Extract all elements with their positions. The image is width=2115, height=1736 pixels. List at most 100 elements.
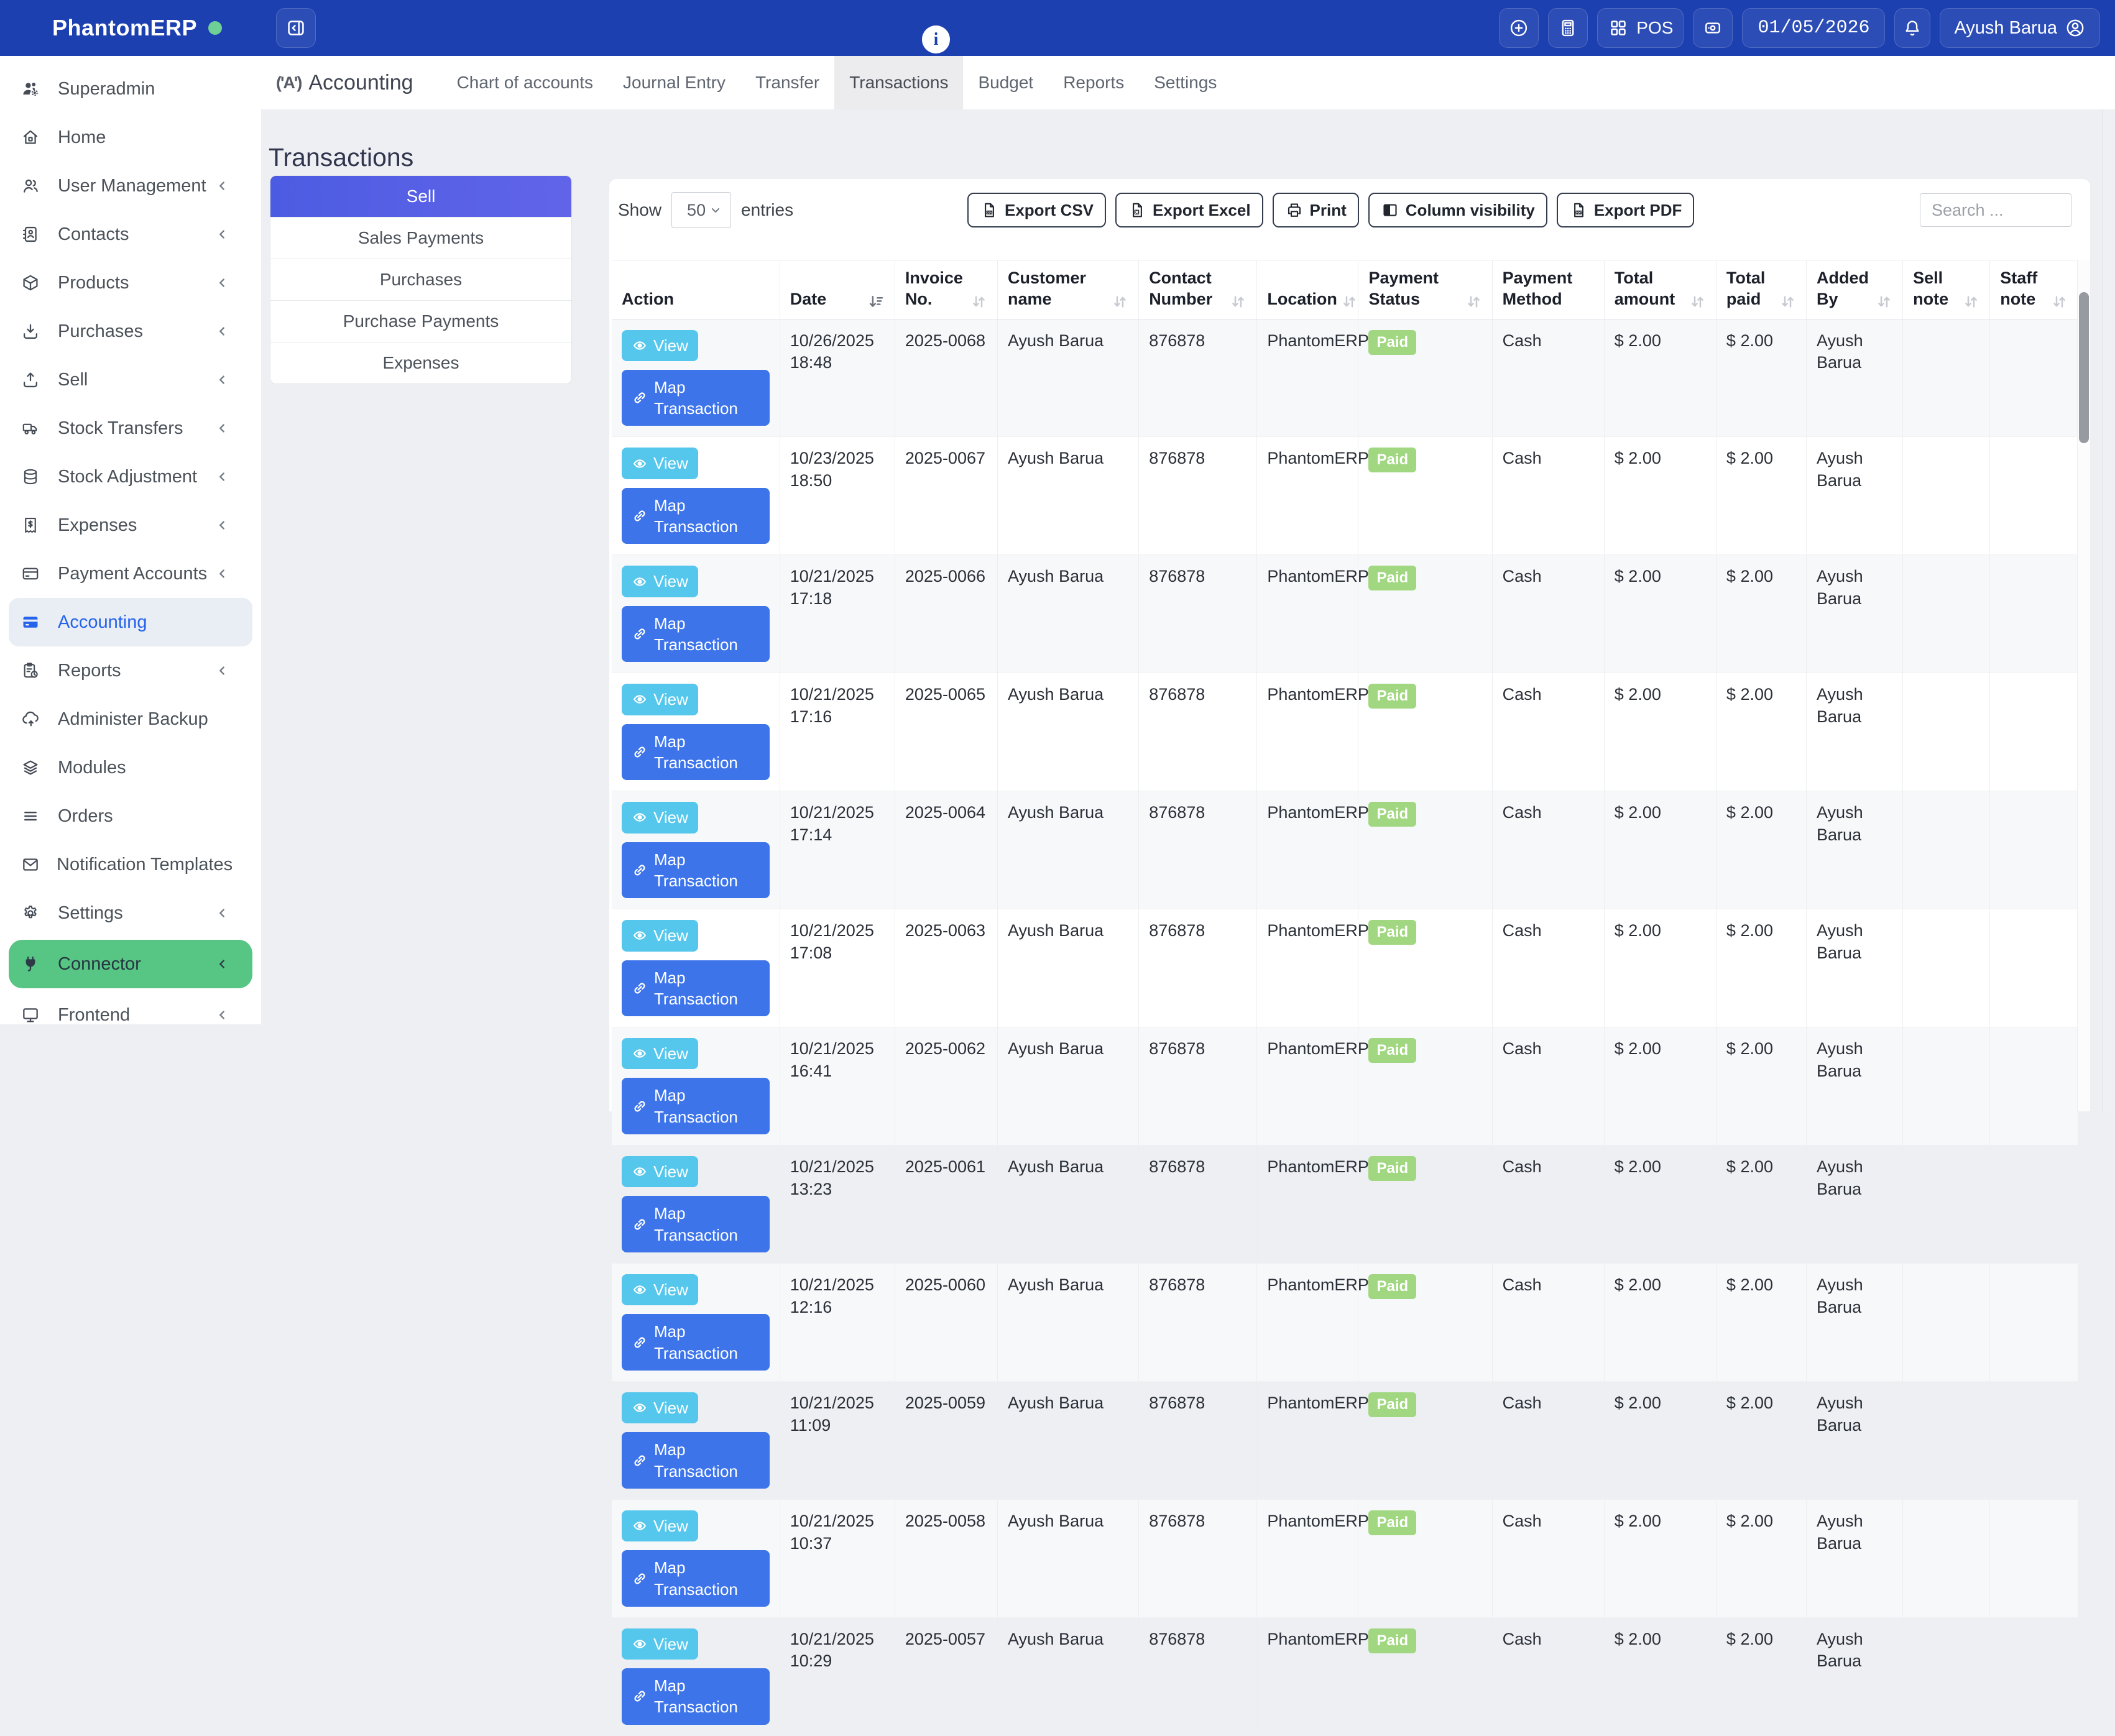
export-pdf-button[interactable]: Export PDF <box>1557 193 1695 227</box>
map-transaction-button[interactable]: Map Transaction <box>622 724 770 781</box>
column-header-staff-note[interactable]: Staff note <box>1990 260 2078 319</box>
cell-payment-status: Paid <box>1358 1617 1492 1735</box>
sidebar-item-notification-templates[interactable]: Notification Templates <box>0 840 261 889</box>
table-scrollbar-track[interactable] <box>2077 260 2090 1111</box>
search-input[interactable] <box>1930 200 2061 221</box>
sidebar-item-user-management[interactable]: User Management <box>0 162 261 210</box>
sidebar-item-purchases[interactable]: Purchases <box>0 307 261 356</box>
sidebar-collapse-button[interactable] <box>276 8 316 48</box>
sidebar-item-payment-accounts[interactable]: Payment Accounts <box>0 549 261 598</box>
map-transaction-button[interactable]: Map Transaction <box>622 1668 770 1725</box>
column-header-invoice-no[interactable]: Invoice No. <box>895 260 997 319</box>
map-transaction-button[interactable]: Map Transaction <box>622 1550 770 1607</box>
submenu-item-sales-payments[interactable]: Sales Payments <box>270 217 571 259</box>
column-header-total-paid[interactable]: Total paid <box>1716 260 1806 319</box>
view-button[interactable]: View <box>622 1038 698 1069</box>
column-header-location[interactable]: Location <box>1257 260 1358 319</box>
column-header-customer-name[interactable]: Customer name <box>998 260 1139 319</box>
sidebar-item-accounting[interactable]: Accounting <box>9 598 252 646</box>
sidebar-item-expenses[interactable]: Expenses <box>0 501 261 549</box>
print-button[interactable]: Print <box>1273 193 1359 227</box>
column-visibility-button[interactable]: Column visibility <box>1368 193 1547 227</box>
cell-payment-status: Paid <box>1358 1499 1492 1617</box>
user-menu-button[interactable]: Ayush Barua <box>1940 8 2100 48</box>
map-transaction-button[interactable]: Map Transaction <box>622 1432 770 1489</box>
accounting-card-icon <box>21 612 42 632</box>
column-header-contact-number[interactable]: Contact Number <box>1139 260 1257 319</box>
view-button[interactable]: View <box>622 1392 698 1423</box>
map-transaction-button[interactable]: Map Transaction <box>622 488 770 544</box>
column-header-sell-note[interactable]: Sell note <box>1903 260 1990 319</box>
sidebar-item-connector[interactable]: Connector <box>9 940 252 988</box>
transactions-table: Action Date Invoice No. Customer name Co… <box>612 260 2078 1736</box>
sidebar-item-settings[interactable]: Settings <box>0 889 261 937</box>
view-button[interactable]: View <box>622 1274 698 1305</box>
address-book-icon <box>21 224 42 244</box>
view-button[interactable]: View <box>622 802 698 833</box>
sidebar-item-contacts[interactable]: Contacts <box>0 210 261 259</box>
view-button[interactable]: View <box>622 684 698 715</box>
tab-settings[interactable]: Settings <box>1139 56 1232 109</box>
brand-name: PhantomERP <box>52 15 197 41</box>
cell-total-amount: $ 2.00 <box>1604 791 1716 909</box>
sidebar-item-modules[interactable]: Modules <box>0 743 261 792</box>
tab-transfer[interactable]: Transfer <box>740 56 834 109</box>
view-button[interactable]: View <box>622 448 698 479</box>
sidebar-item-administer-backup[interactable]: Administer Backup <box>0 695 261 743</box>
export-excel-button[interactable]: Export Excel <box>1115 193 1263 227</box>
submenu-item-purchases[interactable]: Purchases <box>270 259 571 300</box>
sidebar-item-home[interactable]: Home <box>0 113 261 162</box>
tab-reports[interactable]: Reports <box>1048 56 1139 109</box>
eye-icon <box>632 1164 648 1180</box>
sidebar-item-stock-transfers[interactable]: Stock Transfers <box>0 404 261 452</box>
map-transaction-button[interactable]: Map Transaction <box>622 606 770 663</box>
info-button[interactable]: i <box>922 25 950 53</box>
top-bar: PhantomERP i POS 01/05/2026 Ayush Barua <box>0 0 2115 56</box>
view-button[interactable]: View <box>622 566 698 597</box>
entries-per-page-select[interactable]: 50 <box>671 192 731 228</box>
export-csv-button[interactable]: Export CSV <box>967 193 1106 227</box>
sidebar-item-frontend[interactable]: Frontend <box>0 991 261 1039</box>
view-button[interactable]: View <box>622 920 698 951</box>
map-transaction-button[interactable]: Map Transaction <box>622 1314 770 1371</box>
sidebar-item-superadmin[interactable]: Superadmin <box>0 65 261 113</box>
view-button[interactable]: View <box>622 330 698 361</box>
sidebar-item-stock-adjustment[interactable]: Stock Adjustment <box>0 452 261 501</box>
map-transaction-button[interactable]: Map Transaction <box>622 842 770 899</box>
pos-button[interactable]: POS <box>1597 8 1684 48</box>
tab-journal-entry[interactable]: Journal Entry <box>608 56 740 109</box>
sidebar-item-sell[interactable]: Sell <box>0 356 261 404</box>
map-transaction-button[interactable]: Map Transaction <box>622 370 770 426</box>
cell-customer-name: Ayush Barua <box>998 319 1139 437</box>
cash-register-button[interactable] <box>1693 8 1733 48</box>
view-button[interactable]: View <box>622 1510 698 1541</box>
table-scrollbar-thumb[interactable] <box>2079 292 2089 443</box>
add-button[interactable] <box>1499 8 1539 48</box>
page-scrollbar-track[interactable] <box>2102 56 2115 1111</box>
view-button[interactable]: View <box>622 1156 698 1187</box>
map-transaction-button[interactable]: Map Transaction <box>622 960 770 1017</box>
sort-desc-icon <box>868 293 885 310</box>
tab-chart-of-accounts[interactable]: Chart of accounts <box>442 56 608 109</box>
column-header-added-by[interactable]: Added By <box>1807 260 1903 319</box>
map-transaction-button[interactable]: Map Transaction <box>622 1196 770 1252</box>
sidebar-item-orders[interactable]: Orders <box>0 792 261 840</box>
sidebar-item-label: Stock Transfers <box>58 418 183 439</box>
column-header-date[interactable]: Date <box>780 260 895 319</box>
notifications-button[interactable] <box>1894 8 1930 48</box>
submenu-item-expenses[interactable]: Expenses <box>270 342 571 383</box>
tab-transactions[interactable]: Transactions <box>834 56 963 109</box>
map-transaction-button[interactable]: Map Transaction <box>622 1078 770 1134</box>
sort-icon <box>1876 293 1892 310</box>
tab-budget[interactable]: Budget <box>963 56 1048 109</box>
view-button[interactable]: View <box>622 1628 698 1660</box>
submenu-item-sell[interactable]: Sell <box>270 176 571 217</box>
sidebar-item-products[interactable]: Products <box>0 259 261 307</box>
date-display[interactable]: 01/05/2026 <box>1742 8 1885 48</box>
column-header-payment-status[interactable]: Payment Status <box>1358 260 1492 319</box>
submenu-item-purchase-payments[interactable]: Purchase Payments <box>270 300 571 342</box>
column-header-total-amount[interactable]: Total amount <box>1604 260 1716 319</box>
calculator-button[interactable] <box>1548 8 1588 48</box>
tab-label: Transactions <box>849 73 948 93</box>
sidebar-item-reports[interactable]: Reports <box>0 646 261 695</box>
